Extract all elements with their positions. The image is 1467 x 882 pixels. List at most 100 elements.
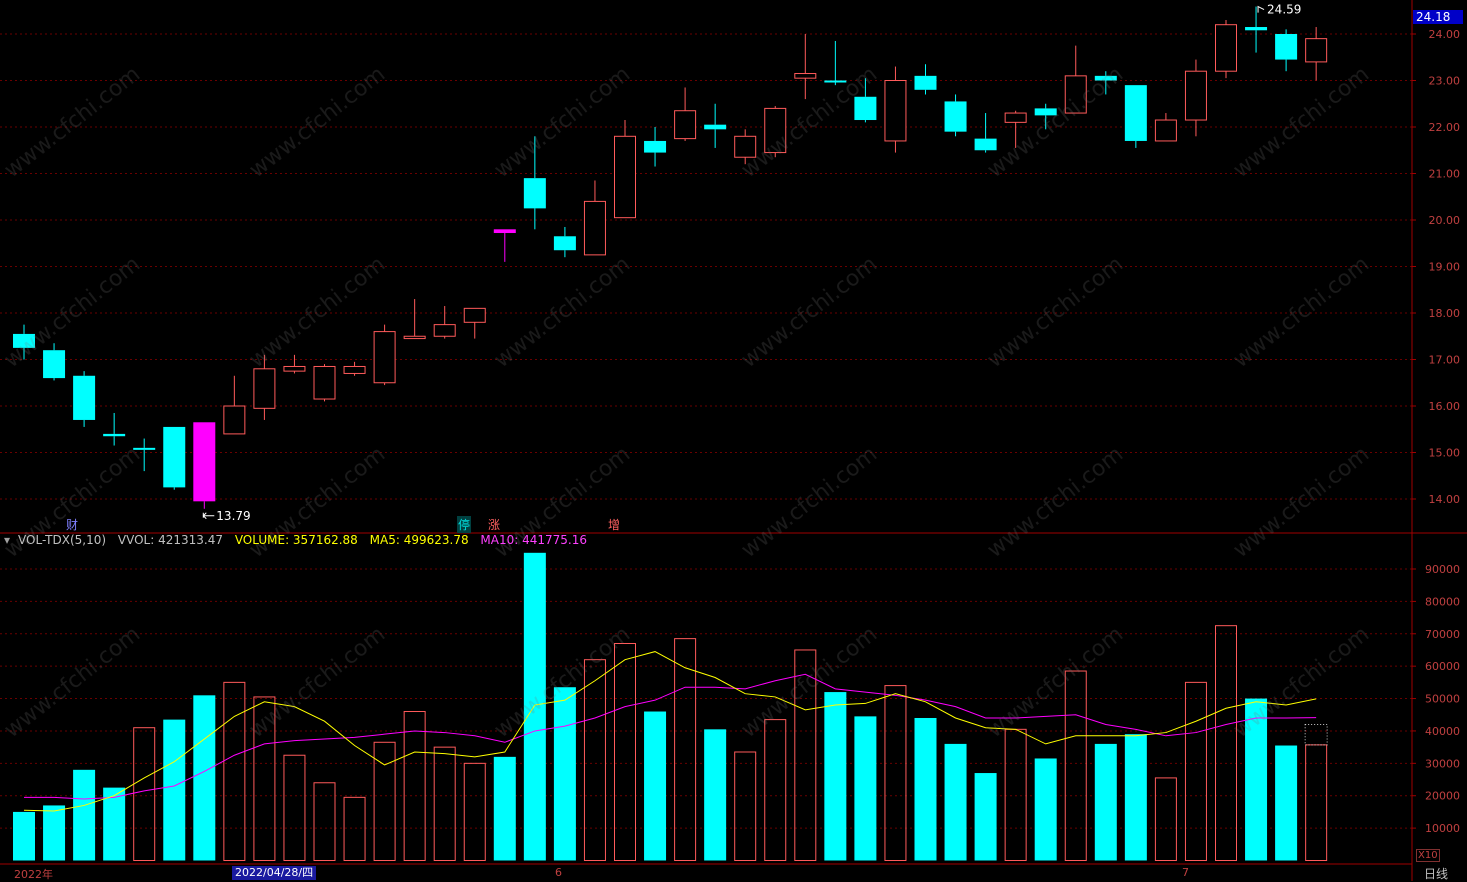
candle-body xyxy=(463,307,486,323)
candle-body xyxy=(674,110,697,140)
candle-body xyxy=(1124,85,1147,141)
volume-tick-label: 10000 xyxy=(1425,822,1460,835)
axis-labels: 24.00 23.00 22.00 21.00 20.00 19.00 18.00 17.00… xyxy=(202,3,1461,835)
volume-bar xyxy=(1124,734,1147,861)
candle-body xyxy=(614,135,636,219)
volume-ma-lines xyxy=(23,651,1317,812)
candle-body xyxy=(283,365,306,372)
volume-header[interactable]: ▾ VOL-TDX(5,10) VVOL: 421313.47 VOLUME: 3… xyxy=(4,533,595,547)
volume-tick-label: 20000 xyxy=(1425,790,1460,803)
volume-bar xyxy=(523,552,546,861)
candlesticks xyxy=(13,6,1328,509)
marker-finance[interactable]: 财 xyxy=(66,518,79,532)
volume-bar xyxy=(583,659,606,862)
volume-bar xyxy=(103,787,126,861)
candle-body xyxy=(1154,119,1177,142)
volume-bar xyxy=(734,751,757,861)
candle-body xyxy=(704,124,727,130)
price-tick-label: 21.00 xyxy=(1429,168,1461,181)
ma10-value: MA10: 441775.16 xyxy=(480,533,588,547)
period-label[interactable]: 日线 xyxy=(1424,867,1449,881)
volume-tick-label: 40000 xyxy=(1425,725,1460,738)
price-tick-label: 24.00 xyxy=(1429,28,1461,41)
volume-bar xyxy=(313,782,336,861)
ma10-line xyxy=(24,673,1317,800)
volume-bar xyxy=(914,717,937,861)
candle-body xyxy=(253,368,276,409)
volume-bar xyxy=(43,805,66,861)
collapse-icon[interactable]: ▾ xyxy=(4,533,11,547)
volume-bar xyxy=(794,649,817,861)
volume-bar xyxy=(974,773,997,861)
candle-body xyxy=(223,405,246,435)
volume-bar xyxy=(764,719,787,861)
candle-body xyxy=(13,333,35,348)
volume-bar xyxy=(1245,698,1268,861)
candle-body xyxy=(1245,27,1268,31)
marker-suspend[interactable]: 停 xyxy=(457,516,472,533)
candle-body xyxy=(553,236,576,251)
candle-body xyxy=(1215,24,1237,72)
price-tick-label: 22.00 xyxy=(1429,121,1461,134)
price-tick-label: 19.00 xyxy=(1429,261,1461,274)
candle-body xyxy=(373,331,396,384)
candle-body xyxy=(73,375,96,420)
price-tick-label: 23.00 xyxy=(1429,75,1461,88)
current-price-badge: 24.18 xyxy=(1413,10,1463,24)
volume-unit-label: X10 xyxy=(1416,849,1440,862)
candle-body xyxy=(163,426,186,488)
volume-bar xyxy=(854,716,877,861)
candle-body xyxy=(944,101,967,132)
volume-bar xyxy=(824,692,847,861)
volume-bars xyxy=(13,552,1328,862)
volume-bar xyxy=(283,754,306,861)
volume-tick-label: 50000 xyxy=(1425,693,1460,706)
volume-bar xyxy=(163,719,186,861)
price-tick-label: 18.00 xyxy=(1429,307,1461,320)
marker-limit-up[interactable]: 涨 xyxy=(488,518,501,532)
candle-body xyxy=(1275,34,1298,60)
volume-bar xyxy=(644,711,667,861)
volume-tick-label: 70000 xyxy=(1425,628,1460,641)
candle-body xyxy=(1094,75,1117,81)
volume-tick-label: 60000 xyxy=(1425,660,1460,673)
price-tick-label: 14.00 xyxy=(1429,493,1461,506)
candle-body xyxy=(644,140,667,153)
volume-bar xyxy=(253,696,276,861)
marker-increase[interactable]: 增 xyxy=(608,518,621,532)
candle-body xyxy=(1034,108,1057,116)
candle-body xyxy=(1184,70,1207,121)
candle-body xyxy=(193,422,216,502)
x-label-june: 6 xyxy=(555,866,562,879)
volume-bar xyxy=(73,769,96,861)
ma5-line xyxy=(23,651,1317,812)
candle-body xyxy=(403,335,426,340)
candle-body xyxy=(734,135,757,158)
candle-body xyxy=(764,107,787,154)
volume-bar xyxy=(1004,728,1027,862)
x-label-july: 7 xyxy=(1182,866,1189,879)
indicator-name: VOL-TDX(5,10) xyxy=(18,533,107,547)
volume-bar xyxy=(553,687,576,861)
volume-bar xyxy=(1064,670,1087,862)
volume-bar xyxy=(433,746,456,862)
volume-bar xyxy=(884,685,907,861)
candle-body xyxy=(523,178,546,209)
volume-bar xyxy=(1275,745,1298,861)
volume-bar xyxy=(614,642,636,861)
candle-body xyxy=(1305,38,1328,63)
volume-bar xyxy=(1305,744,1328,861)
x-label-date-cursor: 2022/04/28/四 xyxy=(232,866,317,880)
candle-body xyxy=(914,75,937,90)
price-tick-label: 20.00 xyxy=(1429,214,1461,227)
volume-bar xyxy=(223,681,246,861)
volume-bar xyxy=(1215,625,1237,861)
candle-body xyxy=(103,433,126,437)
volume-bar xyxy=(674,638,697,861)
volume-bar xyxy=(463,762,486,861)
high-arrow-icon xyxy=(1257,5,1265,13)
volume-tick-label: 80000 xyxy=(1425,595,1460,608)
volume-value: VOLUME: 357162.88 xyxy=(234,533,358,547)
volume-bar xyxy=(193,695,216,861)
candle-body xyxy=(884,80,907,142)
